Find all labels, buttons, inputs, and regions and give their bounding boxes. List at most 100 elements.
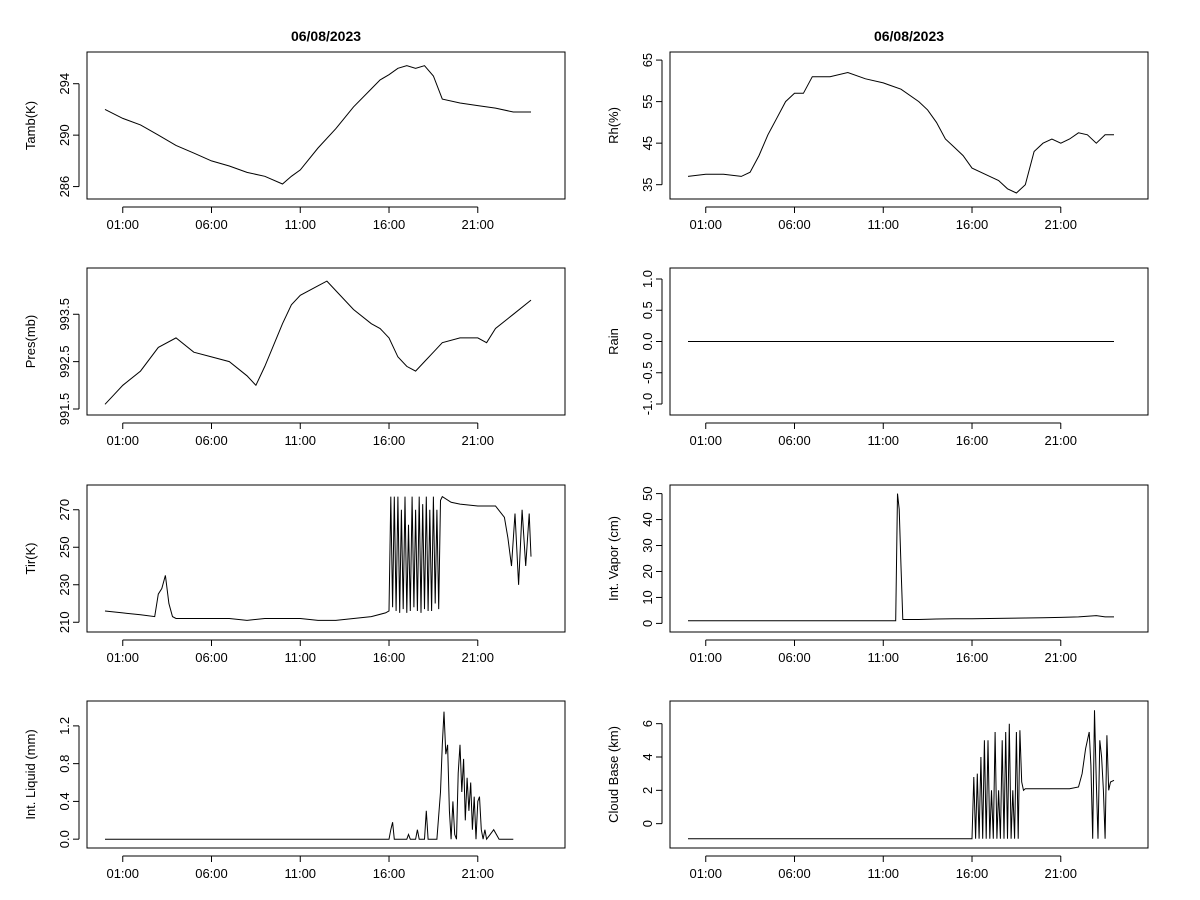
plot-frame [86,267,566,416]
x-tick-label: 11:00 [867,866,899,881]
y-tick-label: 30 [640,538,655,552]
y-tick-label: 270 [57,499,72,521]
panel-cloud-base-km: 01:00 06:00 11:00 16:00 21:00 0 2 4 6 Cloud Base … [606,700,1149,881]
y-axis-label: Pres(mb) [23,315,38,368]
x-tick-label: 11:00 [867,650,899,665]
x-tick-label: 21:00 [461,650,494,665]
y-tick-label: 294 [57,73,72,95]
panel-rh: 06/08/2023 01:00 06:00 11:00 16:00 21:00 35 45 5… [606,28,1149,232]
x-tick-label: 16:00 [373,433,406,448]
panel-tamb-k: 06/08/2023 01:00 06:00 11:00 16:00 21:00 286 29… [23,28,566,232]
plot-frame [669,51,1149,200]
series-line-int-liquid [105,711,514,841]
x-tick-label: 01:00 [689,217,722,232]
x-tick-label: 06:00 [195,217,228,232]
y-tick-label: 993.5 [57,298,72,331]
x-tick-label: 16:00 [956,433,989,448]
x-tick-label: 01:00 [106,866,139,881]
y-tick-label: 20 [640,564,655,578]
chart-title: 06/08/2023 [291,28,361,44]
series-line-tamb [104,65,531,185]
panel-int-liquid-mm: 01:00 06:00 11:00 16:00 21:00 0.0 0.4 0.8 1.2 Int… [23,700,566,881]
y-tick-label: 40 [640,512,655,526]
y-tick-label: 0.4 [57,792,72,810]
x-tick-label: 01:00 [689,650,722,665]
y-tick-label: 0.0 [57,830,72,848]
plot-frame [86,484,566,633]
y-tick-label: 0.5 [640,301,655,319]
y-tick-label: 1.0 [640,270,655,288]
x-tick-label: 21:00 [461,217,494,232]
x-tick-label: 16:00 [373,866,406,881]
series-line-tir [104,495,532,621]
y-tick-label: 0 [640,620,655,627]
x-tick-label: 01:00 [106,433,139,448]
x-tick-label: 21:00 [1044,217,1077,232]
y-tick-label: 0.8 [57,755,72,773]
x-tick-label: 21:00 [461,433,494,448]
y-tick-label: 991.5 [57,393,72,426]
series-line-int-vapor [688,493,1114,622]
y-tick-label: 250 [57,536,72,558]
y-tick-label: 10 [640,590,655,604]
panel-tir-k: 01:00 06:00 11:00 16:00 21:00 210 230 250 270 Tir… [23,484,566,665]
plot-frame [669,267,1149,416]
x-tick-label: 01:00 [689,433,722,448]
x-tick-label: 11:00 [867,217,899,232]
y-tick-label: 992.5 [57,345,72,378]
x-tick-label: 01:00 [106,650,139,665]
x-tick-label: 16:00 [956,217,989,232]
x-tick-label: 06:00 [195,650,228,665]
x-tick-label: 11:00 [284,650,316,665]
y-tick-label: 50 [640,486,655,500]
plot-frame [86,700,566,849]
y-axis-label: Int. Vapor (cm) [606,516,621,601]
y-tick-label: 230 [57,574,72,596]
x-tick-label: 21:00 [1044,433,1077,448]
y-axis-label: Tir(K) [23,542,38,574]
y-axis-label: Rain [606,328,621,355]
x-tick-label: 11:00 [284,433,316,448]
y-tick-label: 4 [640,753,655,760]
y-tick-label: 286 [57,176,72,198]
x-tick-label: 21:00 [461,866,494,881]
x-tick-label: 06:00 [195,433,228,448]
y-tick-label: 6 [640,720,655,727]
x-tick-label: 06:00 [778,650,811,665]
series-line-rh [687,71,1114,194]
plot-frame [669,484,1149,633]
x-tick-label: 16:00 [373,650,406,665]
x-tick-label: 06:00 [778,433,811,448]
x-tick-label: 11:00 [284,217,316,232]
y-axis-label: Tamb(K) [23,101,38,150]
x-tick-label: 11:00 [284,866,316,881]
series-line-pres [104,280,532,405]
x-tick-label: 16:00 [373,217,406,232]
y-axis-label: Int. Liquid (mm) [23,729,38,819]
x-tick-label: 16:00 [956,650,989,665]
panel-rain: 01:00 06:00 11:00 16:00 21:00 -1.0 -0.5 0.0 0.5 1… [606,267,1149,448]
series-line-cloud-base [688,710,1115,840]
y-tick-label: 55 [640,94,655,108]
x-tick-label: 21:00 [1044,650,1077,665]
y-tick-label: 2 [640,787,655,794]
y-tick-label: 210 [57,611,72,633]
y-tick-label: 0 [640,820,655,827]
y-axis-label: Cloud Base (km) [606,726,621,823]
panel-pres-mb: 01:00 06:00 11:00 16:00 21:00 991.5 992.5 993.5… [23,267,566,448]
x-tick-label: 06:00 [195,866,228,881]
y-tick-label: -0.5 [640,362,655,384]
y-tick-label: -1.0 [640,393,655,415]
x-tick-label: 01:00 [689,866,722,881]
x-tick-label: 06:00 [778,866,811,881]
panel-int-vapor-cm: 01:00 06:00 11:00 16:00 21:00 0 10 20 30 40 50 Int.… [606,484,1149,665]
y-tick-label: 35 [640,177,655,191]
plot-frame [669,700,1149,849]
x-tick-label: 06:00 [778,217,811,232]
x-tick-label: 01:00 [106,217,139,232]
chart-title: 06/08/2023 [874,28,944,44]
y-axis-label: Rh(%) [606,107,621,144]
x-tick-label: 11:00 [867,433,899,448]
y-tick-label: 1.2 [57,717,72,735]
y-tick-label: 45 [640,136,655,150]
